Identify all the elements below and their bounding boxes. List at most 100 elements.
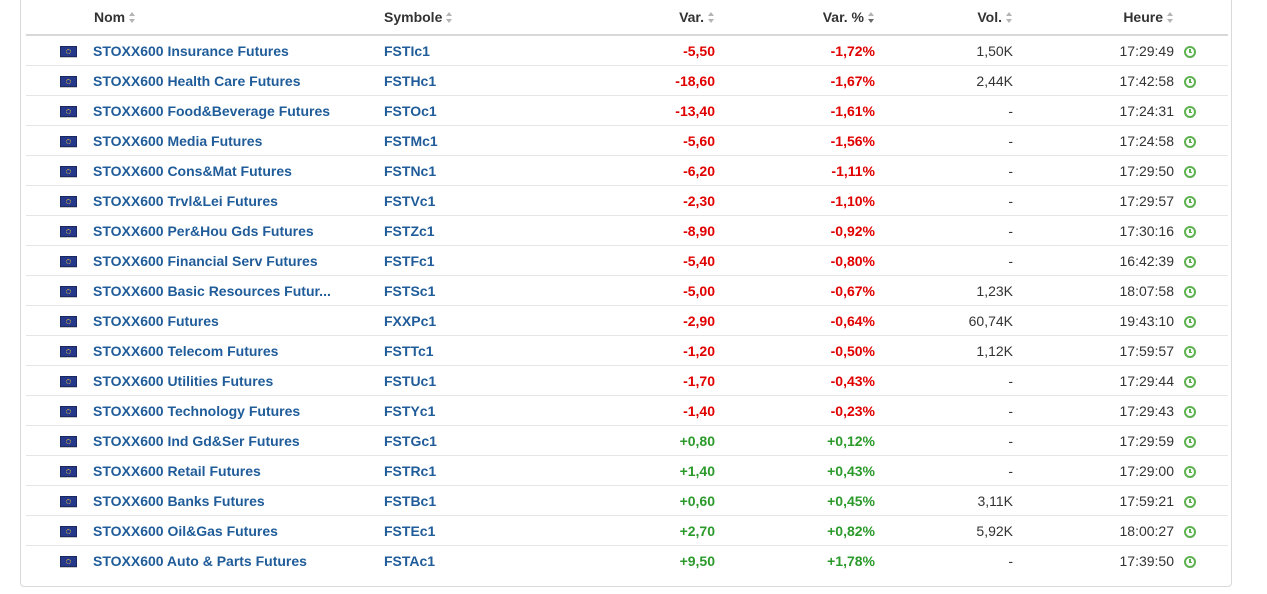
table-row[interactable]: STOXX600 Food&Beverage Futures FSTOc1 -13,…	[26, 95, 1228, 126]
instrument-name-link[interactable]: STOXX600 Media Futures	[93, 133, 263, 150]
name-cell: STOXX600 Futures	[89, 305, 384, 336]
table-row[interactable]: STOXX600 Cons&Mat Futures FSTNc1 -6,20 -1,1…	[26, 155, 1228, 186]
symbol-cell: FSTMc1	[384, 125, 534, 156]
time-cell: 18:07:58	[1013, 275, 1174, 306]
instrument-name-link[interactable]: STOXX600 Oil&Gas Futures	[93, 523, 278, 540]
instrument-name-link[interactable]: STOXX600 Basic Resources Futur...	[93, 283, 331, 300]
time-cell: 17:59:21	[1013, 485, 1174, 516]
table-row[interactable]: STOXX600 Basic Resources Futur... FSTSc1 -…	[26, 275, 1228, 306]
time-value: 17:29:00	[1119, 462, 1175, 479]
clock-icon	[1184, 165, 1196, 178]
status-cell	[1174, 245, 1228, 276]
table-row[interactable]: STOXX600 Per&Hou Gds Futures FSTZc1 -8,90 -…	[26, 215, 1228, 246]
header-name[interactable]: Nom	[89, 0, 384, 36]
table-row[interactable]: STOXX600 Trvl&Lei Futures FSTVc1 -2,30 -1,1…	[26, 185, 1228, 216]
instrument-name-link[interactable]: STOXX600 Utilities Futures	[93, 373, 274, 390]
instrument-name-link[interactable]: STOXX600 Health Care Futures	[93, 73, 301, 90]
table-row[interactable]: STOXX600 Media Futures FSTMc1 -5,60 -1,56% -…	[26, 125, 1228, 156]
flag-cell	[26, 95, 89, 126]
status-cell	[1174, 155, 1228, 186]
sort-arrows-icon[interactable]	[868, 12, 875, 23]
header-change[interactable]: Var.	[534, 0, 715, 36]
flag-cell	[26, 546, 89, 576]
instrument-name-link[interactable]: STOXX600 Retail Futures	[93, 463, 261, 480]
sort-arrows-icon[interactable]	[708, 12, 715, 23]
sort-arrows-icon[interactable]	[129, 12, 136, 23]
eu-flag-icon	[60, 136, 77, 148]
clock-icon	[1184, 465, 1196, 478]
header-volume-label: Vol.	[977, 9, 1002, 25]
sort-arrows-icon[interactable]	[446, 12, 453, 23]
instrument-name-link[interactable]: STOXX600 Food&Beverage Futures	[93, 103, 331, 120]
change-pct-value: -1,11%	[831, 162, 875, 179]
name-cell: STOXX600 Per&Hou Gds Futures	[89, 215, 384, 246]
time-cell: 17:29:57	[1013, 185, 1175, 216]
clock-icon	[1184, 525, 1196, 538]
volume-cell: 3,11K	[875, 485, 1013, 516]
table-row[interactable]: STOXX600 Financial Serv Futures FSTFc1 -5,…	[26, 245, 1228, 276]
symbol-text: FSTEc1	[384, 522, 436, 539]
flag-cell	[26, 215, 89, 246]
table-row[interactable]: STOXX600 Utilities Futures FSTUc1 -1,70 -0,…	[26, 365, 1228, 396]
header-symbol[interactable]: Symbole	[384, 0, 534, 36]
instrument-name-link[interactable]: STOXX600 Telecom Futures	[93, 343, 279, 360]
instrument-name-link[interactable]: STOXX600 Insurance Futures	[93, 43, 289, 60]
table-row[interactable]: STOXX600 Retail Futures FSTRc1 +1,40 +0,43%…	[26, 455, 1228, 486]
time-value: 17:24:58	[1119, 132, 1175, 149]
table-row[interactable]: STOXX600 Insurance Futures FSTIc1 -5,50 -1,…	[26, 35, 1228, 66]
table-row[interactable]: STOXX600 Auto & Parts Futures FSTAc1 +9,50…	[26, 546, 1228, 576]
instrument-name-link[interactable]: STOXX600 Cons&Mat Futures	[93, 163, 292, 180]
status-cell	[1174, 305, 1228, 336]
instrument-name-link[interactable]: STOXX600 Technology Futures	[93, 403, 301, 420]
time-cell: 17:24:58	[1013, 125, 1175, 156]
table-header-row: Nom Symbole Var. Var. % Vol. Heure	[26, 0, 1228, 36]
change-value: -18,60	[675, 72, 715, 89]
symbol-cell: FSTTc1	[384, 335, 534, 366]
time-value: 17:29:57	[1119, 192, 1175, 209]
change-value: -1,70	[683, 372, 715, 389]
symbol-text: FSTMc1	[384, 132, 438, 149]
volume-value: -	[1008, 432, 1013, 449]
name-cell: STOXX600 Telecom Futures	[89, 335, 384, 366]
table-row[interactable]: STOXX600 Telecom Futures FSTTc1 -1,20 -0,50…	[26, 335, 1228, 366]
instrument-name-link[interactable]: STOXX600 Auto & Parts Futures	[93, 553, 307, 570]
instrument-name-link[interactable]: STOXX600 Futures	[93, 313, 219, 330]
table-row[interactable]: STOXX600 Health Care Futures FSTHc1 -18,60…	[26, 65, 1228, 96]
symbol-cell: FSTYc1	[384, 395, 534, 426]
instrument-name-link[interactable]: STOXX600 Financial Serv Futures	[93, 253, 318, 270]
header-change-pct[interactable]: Var. %	[715, 0, 875, 36]
instrument-name-link[interactable]: STOXX600 Banks Futures	[93, 493, 265, 510]
eu-flag-icon	[60, 196, 77, 208]
change-pct-value: -0,23%	[830, 402, 875, 419]
table-row[interactable]: STOXX600 Oil&Gas Futures FSTEc1 +2,70 +0,82…	[26, 515, 1228, 546]
symbol-cell: FSTFc1	[384, 245, 534, 276]
instrument-name-link[interactable]: STOXX600 Trvl&Lei Futures	[93, 193, 278, 210]
volume-value: 2,44K	[976, 72, 1013, 89]
instrument-name-link[interactable]: STOXX600 Ind Gd&Ser Futures	[93, 433, 300, 450]
volume-cell: 60,74K	[875, 305, 1013, 336]
table-row[interactable]: STOXX600 Technology Futures FSTYc1 -1,40 -0…	[26, 395, 1228, 426]
volume-value: -	[1008, 192, 1013, 209]
flag-cell	[26, 155, 89, 186]
symbol-text: FSTVc1	[384, 192, 436, 209]
instrument-name-link[interactable]: STOXX600 Per&Hou Gds Futures	[93, 223, 314, 240]
change-value: -2,30	[683, 192, 715, 209]
eu-flag-icon	[60, 256, 77, 268]
header-change-pct-label: Var. %	[822, 9, 864, 25]
change-pct-cell: -0,92%	[715, 215, 875, 246]
sort-arrows-icon[interactable]	[1167, 12, 1174, 23]
header-volume[interactable]: Vol.	[875, 0, 1013, 36]
flag-cell	[26, 455, 89, 486]
table-row[interactable]: STOXX600 Banks Futures FSTBc1 +0,60 +0,45% 3…	[26, 485, 1228, 516]
table-row[interactable]: STOXX600 Futures FXXPc1 -2,90 -0,64% 60,74K 1…	[26, 305, 1228, 336]
name-cell: STOXX600 Health Care Futures	[89, 65, 384, 96]
symbol-cell: FSTVc1	[384, 185, 534, 216]
header-time[interactable]: Heure	[1013, 0, 1174, 36]
change-cell: -2,30	[534, 185, 715, 216]
change-pct-value: -0,80%	[830, 252, 875, 269]
status-cell	[1174, 215, 1228, 246]
sort-arrows-icon[interactable]	[1006, 12, 1013, 23]
change-pct-value: -0,50%	[830, 342, 875, 359]
volume-cell: -	[875, 155, 1013, 186]
table-row[interactable]: STOXX600 Ind Gd&Ser Futures FSTGc1 +0,80 +0…	[26, 425, 1228, 456]
